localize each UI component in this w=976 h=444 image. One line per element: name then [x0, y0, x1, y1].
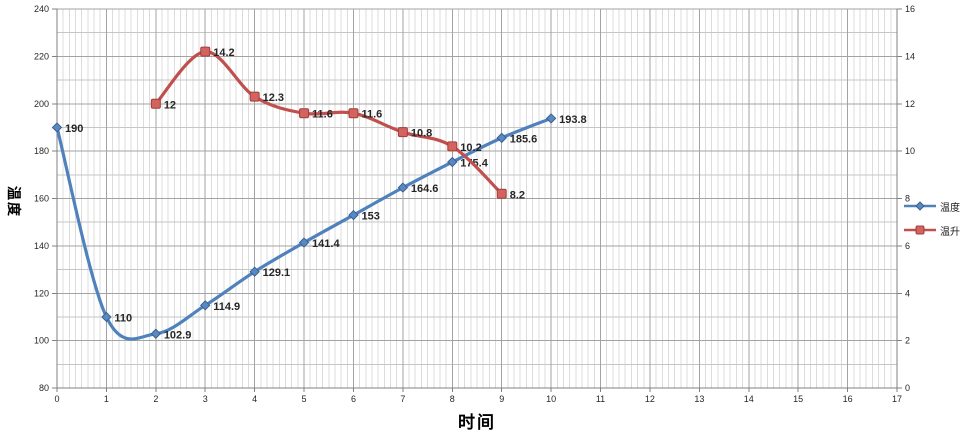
svg-text:12: 12	[164, 99, 176, 111]
svg-text:0: 0	[54, 394, 59, 404]
svg-text:240: 240	[34, 4, 49, 14]
svg-text:12.3: 12.3	[263, 92, 284, 104]
svg-text:12: 12	[645, 394, 655, 404]
svg-text:12: 12	[905, 99, 915, 109]
svg-text:3: 3	[203, 394, 208, 404]
legend: 温度 温升	[903, 197, 960, 239]
legend-label-series-2: 温升	[940, 226, 960, 238]
legend-label-series-1: 温度	[940, 202, 960, 214]
svg-text:140: 140	[34, 241, 49, 251]
svg-text:220: 220	[34, 51, 49, 61]
svg-text:5: 5	[302, 394, 307, 404]
svg-text:80: 80	[39, 383, 49, 393]
svg-text:120: 120	[34, 288, 49, 298]
svg-text:200: 200	[34, 99, 49, 109]
svg-text:114.9: 114.9	[213, 301, 240, 313]
svg-text:11.6: 11.6	[312, 109, 333, 121]
svg-text:164.6: 164.6	[411, 183, 439, 195]
svg-text:8: 8	[450, 394, 455, 404]
legend-item-series-1[interactable]: 温度	[903, 197, 960, 215]
svg-text:6: 6	[905, 241, 910, 251]
svg-text:102.9: 102.9	[164, 329, 192, 341]
svg-text:153: 153	[361, 211, 379, 223]
svg-text:180: 180	[34, 146, 49, 156]
svg-text:2: 2	[153, 394, 158, 404]
svg-text:16: 16	[905, 4, 915, 14]
svg-text:185.6: 185.6	[510, 133, 538, 145]
svg-text:1: 1	[104, 394, 109, 404]
y-axis-title: 温度	[6, 186, 22, 218]
svg-text:10.2: 10.2	[460, 142, 481, 154]
svg-text:11: 11	[596, 394, 605, 404]
svg-text:17: 17	[892, 394, 902, 404]
svg-text:15: 15	[793, 394, 803, 404]
svg-text:14: 14	[744, 394, 754, 404]
legend-item-series-2[interactable]: 温升	[903, 221, 960, 239]
svg-text:14: 14	[905, 51, 915, 61]
svg-text:141.4: 141.4	[312, 238, 340, 250]
x-axis-title: 时间	[458, 413, 496, 432]
svg-text:160: 160	[34, 194, 49, 204]
svg-text:7: 7	[400, 394, 405, 404]
svg-text:11.6: 11.6	[361, 109, 382, 121]
svg-text:13: 13	[694, 394, 704, 404]
line-square-marker-icon	[904, 225, 936, 235]
svg-text:6: 6	[351, 394, 356, 404]
svg-text:10.8: 10.8	[411, 128, 432, 140]
svg-text:4: 4	[252, 394, 257, 404]
svg-text:193.8: 193.8	[559, 114, 587, 126]
svg-text:110: 110	[114, 312, 132, 324]
svg-text:16: 16	[843, 394, 853, 404]
svg-text:0: 0	[905, 383, 910, 393]
svg-text:14.2: 14.2	[213, 47, 234, 59]
line-diamond-marker-icon	[904, 201, 936, 211]
svg-text:129.1: 129.1	[263, 267, 291, 279]
svg-text:4: 4	[905, 288, 910, 298]
svg-text:10: 10	[905, 146, 915, 156]
svg-text:190: 190	[65, 123, 83, 135]
svg-text:8.2: 8.2	[510, 189, 525, 201]
svg-text:9: 9	[499, 394, 504, 404]
svg-text:10: 10	[546, 394, 556, 404]
svg-text:8: 8	[905, 194, 910, 204]
svg-text:100: 100	[34, 336, 49, 346]
svg-text:2: 2	[905, 336, 910, 346]
